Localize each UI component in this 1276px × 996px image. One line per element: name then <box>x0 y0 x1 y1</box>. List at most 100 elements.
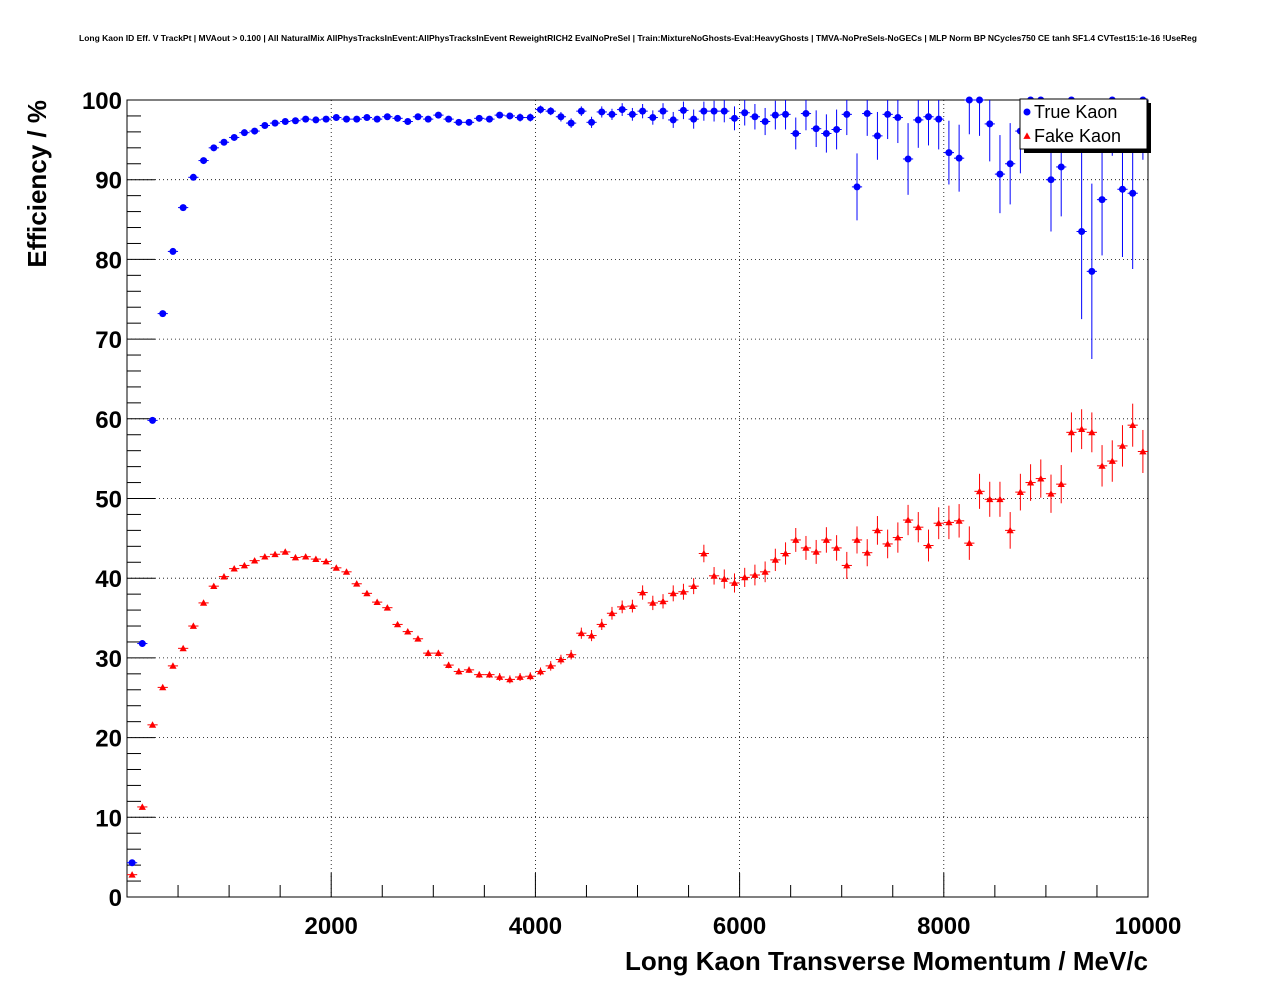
data-point <box>741 573 749 581</box>
data-point <box>393 620 402 628</box>
data-point <box>771 111 779 119</box>
data-point <box>975 487 984 495</box>
data-point <box>639 588 647 596</box>
data-point <box>261 553 269 560</box>
data-point <box>271 119 279 127</box>
data-point <box>924 541 933 549</box>
data-point <box>873 526 882 534</box>
data-point <box>363 114 371 122</box>
legend-box <box>1019 98 1148 150</box>
data-point <box>822 536 830 543</box>
data-point <box>322 115 330 123</box>
data-point <box>577 107 585 115</box>
data-point <box>751 571 759 578</box>
data-point <box>802 544 810 551</box>
data-point <box>547 107 555 115</box>
data-point <box>1108 457 1116 464</box>
data-point <box>149 416 157 424</box>
x-axis-ticks: 2000 4000 6000 8000 10000 <box>177 873 1181 940</box>
data-point <box>751 113 759 121</box>
data-point <box>894 114 902 122</box>
data-point <box>843 561 851 569</box>
data-point <box>1047 490 1055 497</box>
data-point <box>945 518 953 526</box>
data-point <box>159 683 167 691</box>
data-point <box>608 110 616 118</box>
data-point <box>1078 425 1086 433</box>
x-axis-title: Long Kaon Transverse Momentum / MeV/c <box>625 946 1148 976</box>
data-point <box>383 604 391 611</box>
data-point <box>302 553 310 560</box>
data-point <box>843 110 851 118</box>
data-point <box>598 108 606 116</box>
data-point <box>659 107 667 115</box>
data-point <box>863 549 871 556</box>
legend-marker-fake-kaon <box>1023 132 1031 139</box>
data-point <box>291 117 299 125</box>
x-tick-label: 8000 <box>917 913 970 940</box>
data-point <box>373 598 381 605</box>
data-point <box>771 556 779 563</box>
data-point <box>628 110 636 118</box>
data-point <box>1098 462 1106 469</box>
data-point <box>363 589 371 597</box>
data-point <box>833 125 841 133</box>
y-tick-label: 0 <box>109 885 122 912</box>
data-point <box>1026 478 1035 486</box>
series-fake-kaon <box>127 403 1148 878</box>
data-point <box>312 555 320 562</box>
data-point <box>914 523 922 531</box>
data-point <box>526 672 534 680</box>
data-point <box>445 115 453 123</box>
data-point <box>914 116 922 124</box>
data-point <box>761 568 769 575</box>
data-point <box>1078 228 1086 236</box>
data-point <box>679 588 688 595</box>
data-point <box>312 116 320 124</box>
y-tick-label: 40 <box>95 566 122 593</box>
data-point <box>812 125 820 133</box>
legend-label-true-kaon: True Kaon <box>1034 102 1117 122</box>
data-point <box>179 644 187 652</box>
data-point <box>976 96 984 104</box>
data-point <box>853 536 861 543</box>
data-point <box>332 564 340 571</box>
data-point <box>690 582 698 590</box>
data-point <box>1006 526 1014 534</box>
plot-frame <box>126 99 1149 898</box>
data-point <box>434 111 442 119</box>
data-point <box>955 154 963 162</box>
data-point <box>608 609 616 617</box>
data-point <box>240 129 248 137</box>
data-point <box>884 540 892 547</box>
data-point <box>200 157 208 165</box>
data-point <box>1047 176 1055 184</box>
data-point <box>485 671 494 678</box>
data-point <box>342 568 351 575</box>
data-point <box>659 597 667 605</box>
data-point <box>1088 428 1096 436</box>
data-point <box>210 144 218 152</box>
data-point <box>965 96 973 104</box>
data-point <box>199 599 208 606</box>
data-point <box>863 110 871 118</box>
data-point <box>588 118 596 126</box>
data-point <box>802 110 810 118</box>
data-point <box>526 114 534 122</box>
data-point <box>485 115 493 123</box>
data-point <box>710 572 718 579</box>
data-point <box>792 129 800 137</box>
data-point <box>506 112 514 120</box>
data-point <box>557 655 565 663</box>
data-point <box>128 871 136 878</box>
series-layer <box>127 96 1148 878</box>
data-point <box>618 106 626 114</box>
data-point <box>782 110 790 118</box>
data-point <box>669 116 677 124</box>
data-point <box>465 666 473 673</box>
data-point <box>404 627 412 635</box>
data-point <box>1067 428 1076 436</box>
data-point <box>710 107 718 115</box>
y-tick-label: 90 <box>95 168 122 195</box>
data-point <box>169 247 177 255</box>
